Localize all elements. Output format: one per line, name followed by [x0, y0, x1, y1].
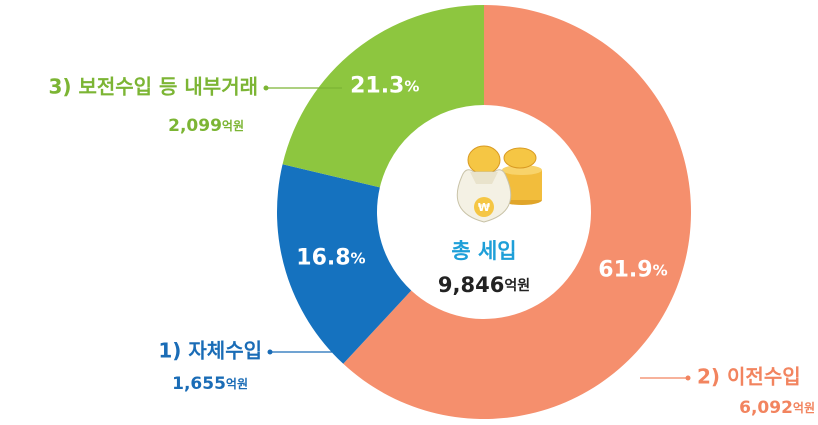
money-icon: ₩	[456, 145, 542, 223]
total-title: 총 세입	[451, 239, 516, 263]
percent-label: 61.9%	[598, 257, 667, 282]
leader-dot	[263, 85, 269, 91]
category-label: 1) 자체수입	[158, 339, 262, 363]
percent-label: 16.8%	[296, 246, 365, 271]
slice	[343, 5, 692, 419]
category-label: 2) 이전수입	[697, 365, 801, 389]
slice	[282, 5, 484, 188]
slice	[276, 164, 412, 364]
amount-label: 2,099억원	[168, 116, 244, 136]
category-label: 3) 보전수입 등 내부거래	[48, 75, 258, 99]
amount-label: 1,655억원	[172, 374, 248, 394]
total-label: 9,846억원	[438, 273, 530, 297]
svg-text:₩: ₩	[478, 201, 490, 214]
leader-dot	[267, 349, 273, 355]
leader-dot	[685, 375, 691, 381]
amount-label: 6,092억원	[739, 398, 815, 418]
percent-label: 21.3%	[350, 74, 419, 99]
